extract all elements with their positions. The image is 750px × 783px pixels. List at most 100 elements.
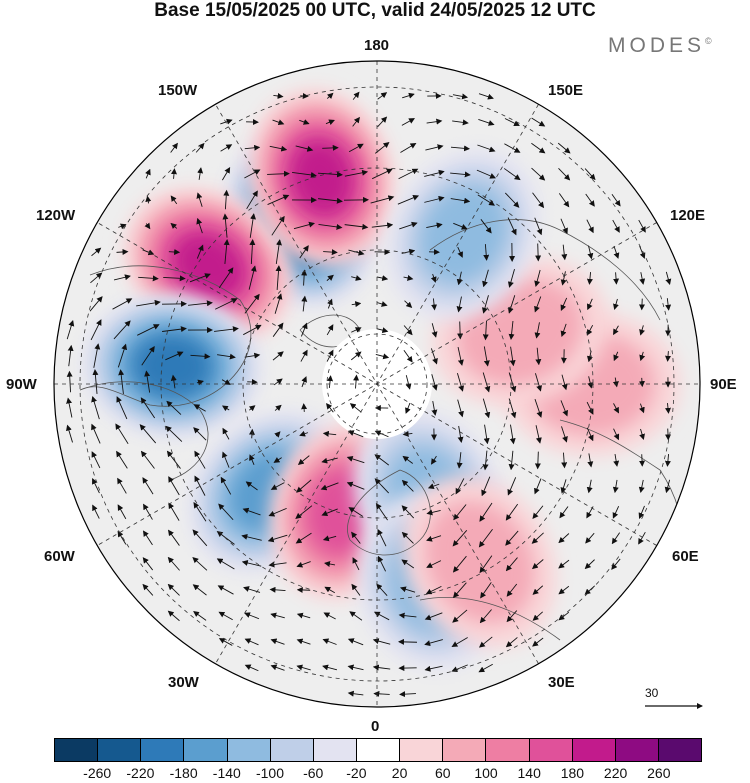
wind-vector xyxy=(483,244,490,261)
wind-vector xyxy=(295,532,312,544)
wind-vector xyxy=(507,477,517,496)
wind-vector xyxy=(270,482,285,490)
wind-vector xyxy=(245,481,258,491)
wind-vector xyxy=(452,119,469,126)
wind-vector xyxy=(399,221,418,230)
lon-label-60e: 60E xyxy=(672,548,699,565)
colorbar-tick-label: 60 xyxy=(435,765,451,781)
colorbar-tick-label: 140 xyxy=(517,765,541,781)
wind-vector xyxy=(318,223,343,230)
colorbar-swatch xyxy=(443,739,487,761)
wind-vector xyxy=(295,145,314,152)
wind-vector xyxy=(558,611,570,621)
wind-vector xyxy=(586,219,594,234)
wind-vector xyxy=(482,372,491,393)
wind-vector xyxy=(92,369,99,394)
wind-vector xyxy=(275,265,282,290)
wind-vector xyxy=(142,557,154,571)
wind-vector xyxy=(452,582,467,599)
wind-vector xyxy=(138,275,159,282)
wind-vector xyxy=(192,529,208,547)
wind-vector xyxy=(344,169,369,177)
wind-vector xyxy=(456,271,463,286)
wind-vector xyxy=(246,190,258,210)
wind-vector xyxy=(270,638,285,645)
wind-vector xyxy=(193,611,207,621)
wind-vectors xyxy=(66,91,672,698)
wind-vector xyxy=(275,239,282,264)
wind-vector xyxy=(168,502,180,521)
wind-vector xyxy=(479,609,492,624)
wind-vector xyxy=(192,557,208,571)
wind-vector xyxy=(167,529,180,546)
wind-vector xyxy=(506,583,518,597)
wind-vector xyxy=(476,169,497,179)
wind-vector xyxy=(586,401,594,415)
wind-vector xyxy=(327,375,334,388)
wind-vector xyxy=(427,483,440,489)
wind-vector xyxy=(326,324,334,336)
wind-vector xyxy=(613,351,619,362)
wind-vector xyxy=(431,323,438,338)
wind-vector xyxy=(532,637,544,647)
wind-vector xyxy=(509,346,516,367)
graticule xyxy=(54,61,700,707)
wind-vector xyxy=(140,397,156,419)
wind-vector xyxy=(244,664,259,672)
wind-vector xyxy=(118,369,125,394)
wind-vector xyxy=(534,373,543,392)
wind-vector xyxy=(534,451,541,470)
wind-vector xyxy=(318,197,343,204)
wind-vector xyxy=(405,402,411,414)
wind-vector xyxy=(478,93,494,100)
wind-vector xyxy=(480,582,492,599)
wind-vector xyxy=(613,325,619,336)
wind-vector xyxy=(273,92,284,99)
wind-vector xyxy=(350,351,362,361)
wind-vector xyxy=(243,324,262,336)
wind-vector xyxy=(587,453,594,468)
wind-vector xyxy=(482,269,489,288)
map-title: Base 15/05/2025 00 UTC, valid 24/05/2025… xyxy=(154,0,596,21)
wind-vector xyxy=(612,377,619,388)
colorbar-swatch xyxy=(486,739,530,761)
wind-vector xyxy=(301,376,307,388)
wind-vector xyxy=(451,637,468,647)
wind-vector xyxy=(274,404,282,412)
wind-vector xyxy=(299,430,309,437)
wind-vector xyxy=(222,451,230,468)
colorbar-swatch xyxy=(227,739,271,761)
wind-vector xyxy=(665,351,671,362)
wind-vector xyxy=(118,223,127,230)
wind-vector xyxy=(167,556,180,571)
wind-vector xyxy=(585,532,595,544)
wind-vector xyxy=(452,609,468,623)
wind-vector xyxy=(585,193,595,207)
wind-vector xyxy=(244,352,261,359)
wind-vector xyxy=(352,557,360,571)
wind-vector xyxy=(293,221,315,230)
wind-vector xyxy=(481,295,489,314)
lon-label-120e: 120E xyxy=(670,207,706,224)
wind-vector xyxy=(244,638,259,646)
wind-vector xyxy=(372,664,391,671)
wind-vector xyxy=(274,431,281,438)
lon-label-150e: 150E xyxy=(548,82,584,99)
wind-vector xyxy=(457,246,463,258)
wind-vector xyxy=(322,664,338,671)
wind-vector xyxy=(136,299,161,307)
wind-vector xyxy=(140,450,155,469)
wind-vector xyxy=(66,397,73,418)
wind-vector xyxy=(347,664,364,671)
colorbar-tick-label: -220 xyxy=(126,765,155,781)
wind-vector xyxy=(168,476,180,496)
wind-vector xyxy=(351,583,361,596)
wind-vector xyxy=(560,297,568,311)
wind-vector xyxy=(321,457,338,464)
wind-vector xyxy=(479,502,493,522)
wind-vector xyxy=(558,193,570,208)
wind-vector xyxy=(117,343,127,368)
wind-vector xyxy=(323,249,338,256)
wind-vector xyxy=(560,323,567,338)
wind-vector xyxy=(348,507,364,517)
